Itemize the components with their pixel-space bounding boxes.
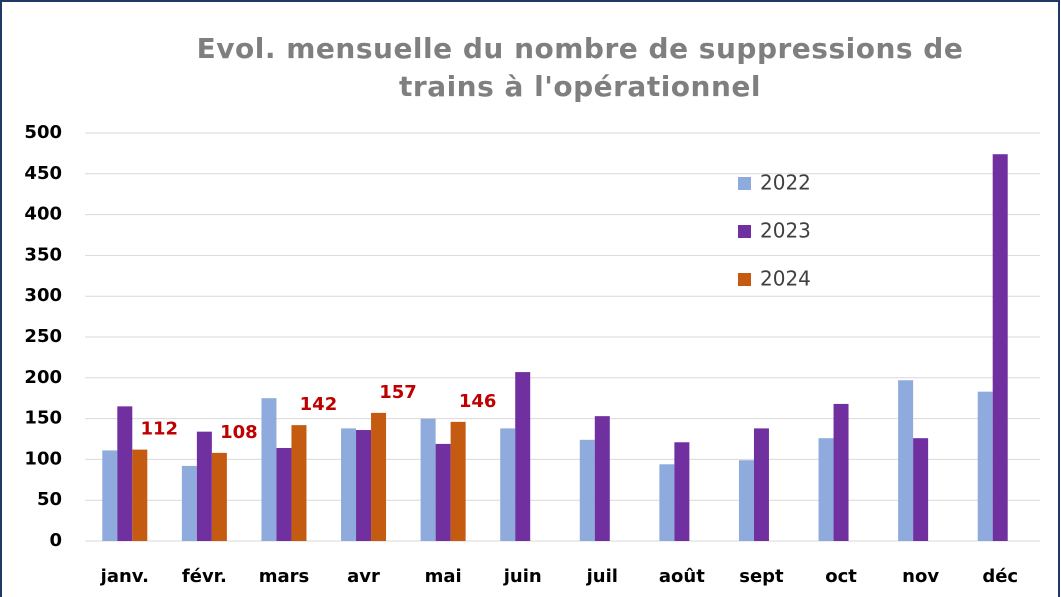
data-label: 112 [141,419,179,440]
bar [420,418,436,541]
bar [450,421,466,541]
data-label: 142 [300,394,338,415]
bar [913,438,929,541]
bar [291,425,307,541]
bar [435,443,451,541]
bar [738,460,754,541]
bar [276,447,292,541]
y-tick-label: 50 [37,489,62,510]
x-tick-label: juin [503,566,542,587]
y-tick-label: 350 [24,244,62,265]
x-tick-label: nov [902,566,939,587]
y-tick-label: 300 [24,285,62,306]
x-tick-label: déc [982,566,1018,587]
bar [261,398,277,541]
bar [132,449,148,541]
y-tick-label: 0 [49,530,62,551]
bar [594,416,610,541]
bar [102,450,118,541]
legend-swatch [738,225,751,238]
bar [341,428,357,541]
x-tick-label: mai [425,566,462,587]
bar [818,438,834,541]
x-tick-label: août [659,566,705,587]
bar [211,452,227,541]
bar [579,439,595,541]
bar [515,372,531,541]
y-tick-label: 100 [24,448,62,469]
y-tick-label: 200 [24,367,62,388]
data-label: 157 [379,382,417,403]
x-tick-label: juil [586,566,618,587]
bar [196,431,212,541]
legend-label: 2023 [760,219,811,243]
x-tick-label: janv. [100,566,149,587]
bar [833,403,849,541]
bar [977,391,993,541]
x-tick-label: avr [347,566,380,587]
bar [674,442,690,541]
bar [371,412,387,541]
bar [181,465,197,541]
x-tick-label: sept [739,566,784,587]
y-tick-label: 250 [24,326,62,347]
bar [356,430,372,541]
legend-swatch [738,273,751,286]
data-label: 108 [220,422,258,443]
data-label: 146 [459,391,497,412]
x-tick-label: mars [259,566,310,587]
x-tick-label: oct [825,566,857,587]
legend-label: 2024 [760,267,811,291]
y-tick-label: 400 [24,204,62,225]
bar [659,464,675,541]
bar [117,406,133,541]
y-tick-label: 150 [24,408,62,429]
bar [898,380,914,541]
bar [500,428,516,541]
x-tick-label: févr. [182,566,227,587]
bar [992,154,1008,541]
legend-swatch [738,177,751,190]
chart-title: Evol. mensuelle du nombre de suppression… [196,32,964,103]
y-tick-label: 450 [24,163,62,184]
y-tick-label: 500 [24,122,62,143]
legend-label: 2022 [760,171,811,195]
bar [753,428,769,541]
